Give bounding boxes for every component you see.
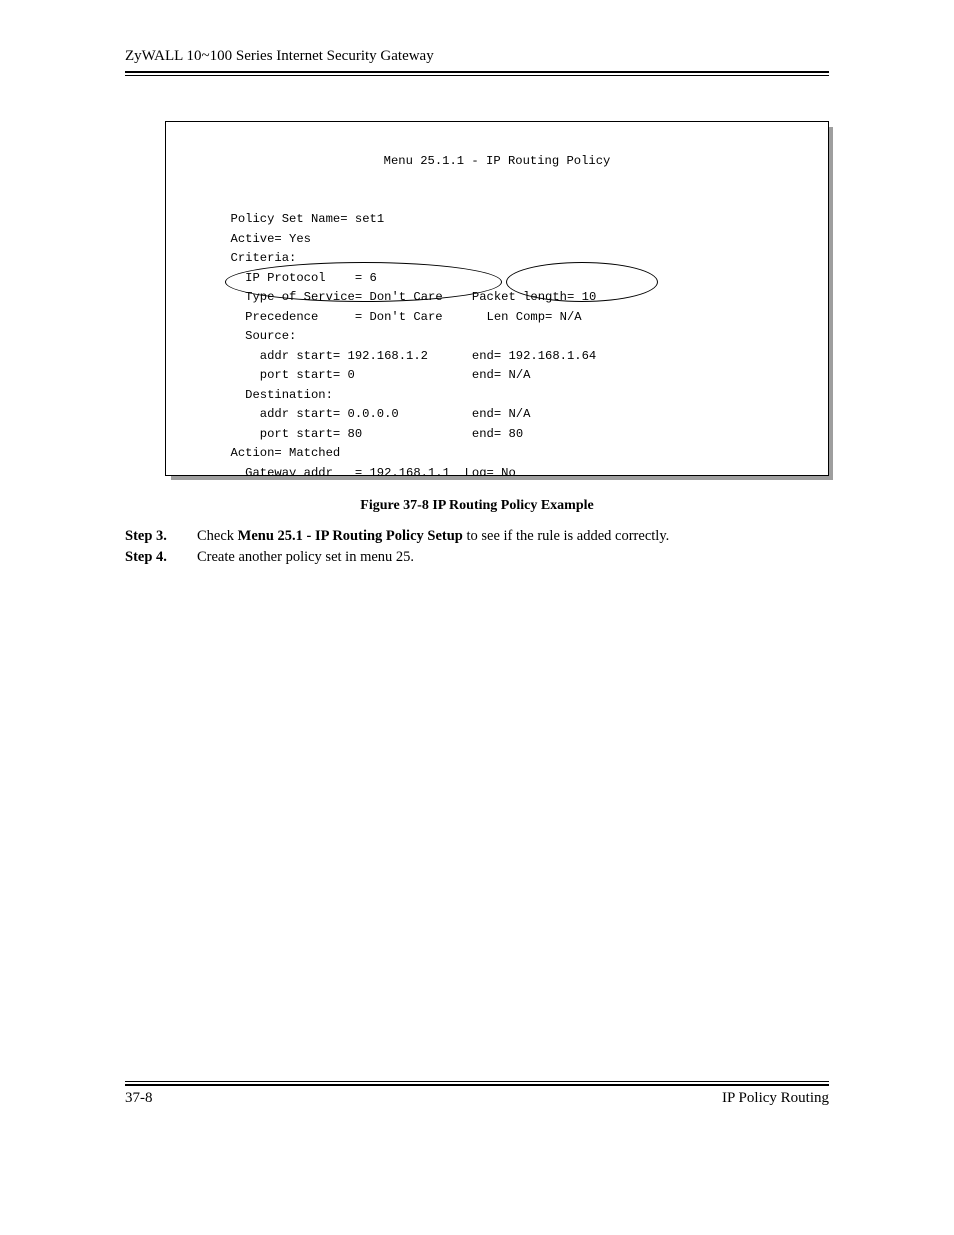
action-value: Matched [289, 446, 340, 460]
len-comp-value: N/A [560, 310, 582, 324]
step-body: Check Menu 25.1 - IP Routing Policy Setu… [197, 528, 829, 545]
dst-addr-start-label: addr start= [260, 407, 340, 421]
dst-addr-start: 0.0.0.0 [348, 407, 399, 421]
src-port-end: N/A [509, 368, 531, 382]
log-value: No [501, 466, 516, 476]
criteria-label: Criteria: [231, 251, 297, 265]
footer-rule-thick [125, 1084, 829, 1086]
policy-set-name-label: Policy Set Name= [231, 212, 348, 226]
ip-protocol-label: IP Protocol [245, 271, 325, 285]
dst-port-start-label: port start= [260, 427, 340, 441]
figure-caption: Figure 37-8 IP Routing Policy Example [125, 498, 829, 514]
steps-block: Step 3. Check Menu 25.1 - IP Routing Pol… [125, 528, 829, 566]
tos-value: Don't Care [370, 290, 443, 304]
precedence-label: Precedence [245, 310, 318, 324]
step-row: Step 4. Create another policy set in men… [125, 549, 829, 566]
step-body: Create another policy set in menu 25. [197, 549, 829, 566]
src-addr-start: 192.168.1.2 [348, 349, 428, 363]
destination-label: Destination: [245, 388, 333, 402]
src-port-start-label: port start= [260, 368, 340, 382]
dst-port-end-label: end= [472, 427, 501, 441]
len-comp-label: Len Comp= [487, 310, 553, 324]
dst-addr-end-label: end= [472, 407, 501, 421]
gateway-value: 192.168.1.1 [369, 466, 449, 476]
log-label: Log= [465, 466, 494, 476]
header-rule-thick [125, 71, 829, 73]
src-port-start: 0 [348, 368, 355, 382]
step-bold: Menu 25.1 - IP Routing Policy Setup [238, 528, 463, 544]
running-head: ZyWALL 10~100 Series Internet Security G… [125, 48, 829, 69]
gateway-label: Gateway addr [245, 466, 333, 476]
packet-len-value: 10 [582, 290, 597, 304]
step-label: Step 3. [125, 528, 197, 545]
footer-rule-thin [125, 1081, 829, 1082]
blank-line [172, 193, 179, 207]
precedence-value: Don't Care [369, 310, 442, 324]
src-addr-start-label: addr start= [260, 349, 340, 363]
ip-protocol-value: 6 [369, 271, 376, 285]
step-prefix: Check [197, 528, 238, 544]
step-prefix: Create another policy set in menu 25. [197, 549, 414, 565]
action-label: Action= [231, 446, 282, 460]
src-addr-end: 192.168.1.64 [508, 349, 596, 363]
menu-title: Menu 25.1.1 - IP Routing Policy [172, 152, 822, 172]
step-row: Step 3. Check Menu 25.1 - IP Routing Pol… [125, 528, 829, 545]
policy-set-name-value: set1 [355, 212, 384, 226]
footer-left: 37-8 [125, 1090, 153, 1107]
active-value: Yes [289, 232, 311, 246]
active-label: Active= [231, 232, 282, 246]
page-footer: 37-8 IP Policy Routing [125, 1081, 829, 1107]
header-rule-thin [125, 75, 829, 76]
source-label: Source: [245, 329, 296, 343]
packet-len-label: Packet length= [472, 290, 574, 304]
terminal-figure: Menu 25.1.1 - IP Routing Policy Policy S… [165, 121, 829, 476]
page-root: ZyWALL 10~100 Series Internet Security G… [0, 0, 954, 1235]
dst-port-end: 80 [509, 427, 524, 441]
dst-port-start: 80 [348, 427, 363, 441]
tos-label: Type of Service= [245, 290, 362, 304]
dst-addr-end: N/A [508, 407, 530, 421]
step-suffix: to see if the rule is added correctly. [463, 528, 669, 544]
src-port-end-label: end= [472, 368, 501, 382]
src-addr-end-label: end= [472, 349, 501, 363]
terminal-box: Menu 25.1.1 - IP Routing Policy Policy S… [165, 121, 829, 476]
step-label: Step 4. [125, 549, 197, 566]
footer-right: IP Policy Routing [722, 1090, 829, 1107]
